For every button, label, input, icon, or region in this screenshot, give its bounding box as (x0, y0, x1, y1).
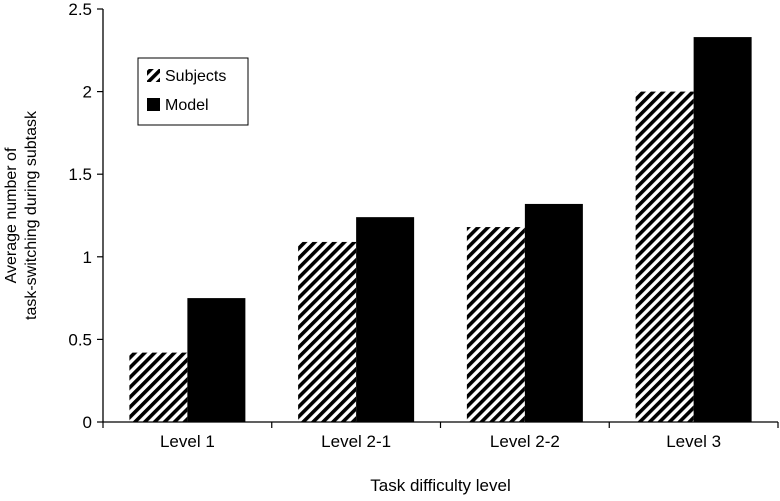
y-tick-label: 0.5 (68, 330, 92, 349)
y-tick-label: 2 (83, 83, 92, 102)
x-axis-label: Task difficulty level (370, 476, 510, 495)
bar-subjects-level-2-2 (466, 227, 525, 422)
legend-label-model: Model (165, 97, 209, 114)
bars (129, 37, 752, 423)
y-tick-label: 2.5 (68, 0, 92, 19)
x-axis-ticks: Level 1 Level 2-1 Level 2-2 Level 3 (102, 422, 779, 451)
bar-model-level-1 (187, 298, 246, 422)
y-tick-label: 1.5 (68, 165, 92, 184)
x-tick-label: Level 2-2 (490, 432, 560, 451)
legend-label-subjects: Subjects (165, 68, 226, 85)
bar-model-level-3 (693, 37, 752, 423)
bar-model-level-2-1 (356, 217, 415, 422)
y-axis-ticks: 0 0.5 1 1.5 2 2.5 (68, 0, 103, 432)
bar-subjects-level-3 (635, 91, 694, 422)
x-tick-label: Level 1 (160, 432, 215, 451)
y-axis-label-line-2: task-switching during subtask (23, 110, 40, 320)
x-tick-label: Level 3 (666, 432, 721, 451)
bar-model-level-2-2 (524, 203, 583, 422)
legend-swatch-subjects (147, 69, 160, 82)
y-tick-label: 0 (83, 413, 92, 432)
legend: Subjects Model (137, 57, 249, 126)
x-tick-label: Level 2-1 (321, 432, 391, 451)
y-axis-label: Average number of task-switching during … (3, 110, 40, 320)
legend-swatch-model (147, 98, 160, 111)
y-axis-label-line-1: Average number of (3, 147, 20, 283)
bar-subjects-level-2-1 (298, 241, 357, 422)
y-tick-label: 1 (83, 248, 92, 267)
bar-subjects-level-1 (129, 352, 188, 422)
